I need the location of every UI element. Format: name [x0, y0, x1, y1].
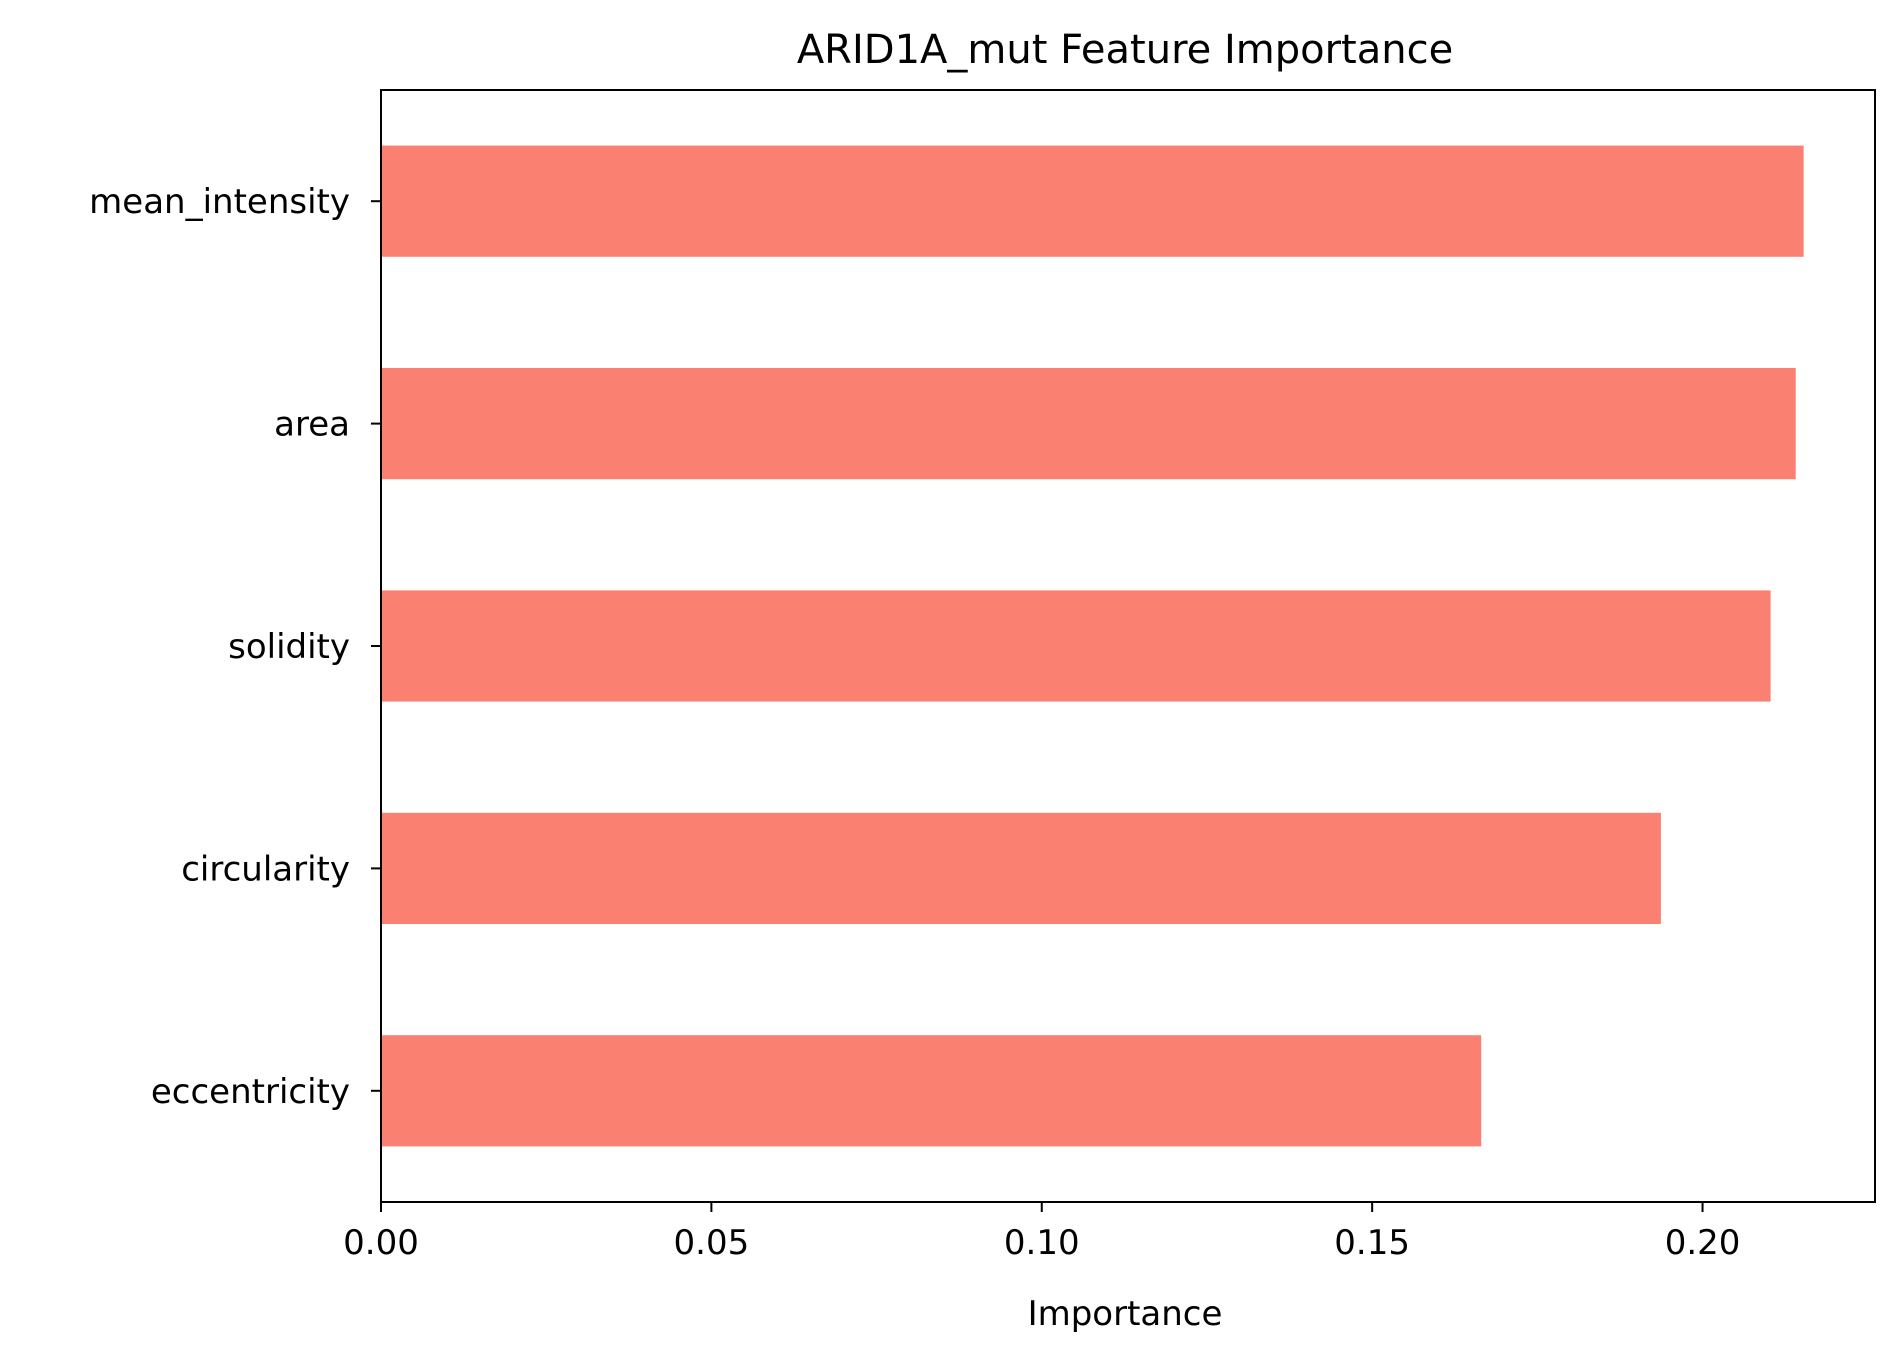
bar-solidity [381, 590, 1771, 702]
x-tick-label: 0.20 [1665, 1223, 1741, 1263]
x-axis-label: Importance [1028, 1294, 1223, 1334]
y-tick-label: area [274, 405, 350, 445]
bar-mean-intensity [381, 145, 1804, 257]
bar-eccentricity [381, 1035, 1482, 1147]
bars-group [381, 145, 1804, 1147]
chart-title: ARID1A_mut Feature Importance [797, 27, 1453, 73]
bar-area [381, 368, 1796, 480]
x-axis: 0.00 0.05 0.10 0.15 0.20 [343, 1202, 1740, 1263]
y-tick-label: solidity [228, 627, 350, 667]
x-tick-label: 0.00 [343, 1223, 419, 1263]
bar-circularity [381, 812, 1661, 924]
y-tick-label: eccentricity [151, 1072, 350, 1112]
x-tick-label: 0.05 [674, 1223, 750, 1263]
y-tick-label: mean_intensity [89, 182, 350, 222]
x-tick-label: 0.15 [1334, 1223, 1410, 1263]
y-tick-label: circularity [181, 849, 350, 889]
x-tick-label: 0.10 [1004, 1223, 1080, 1263]
